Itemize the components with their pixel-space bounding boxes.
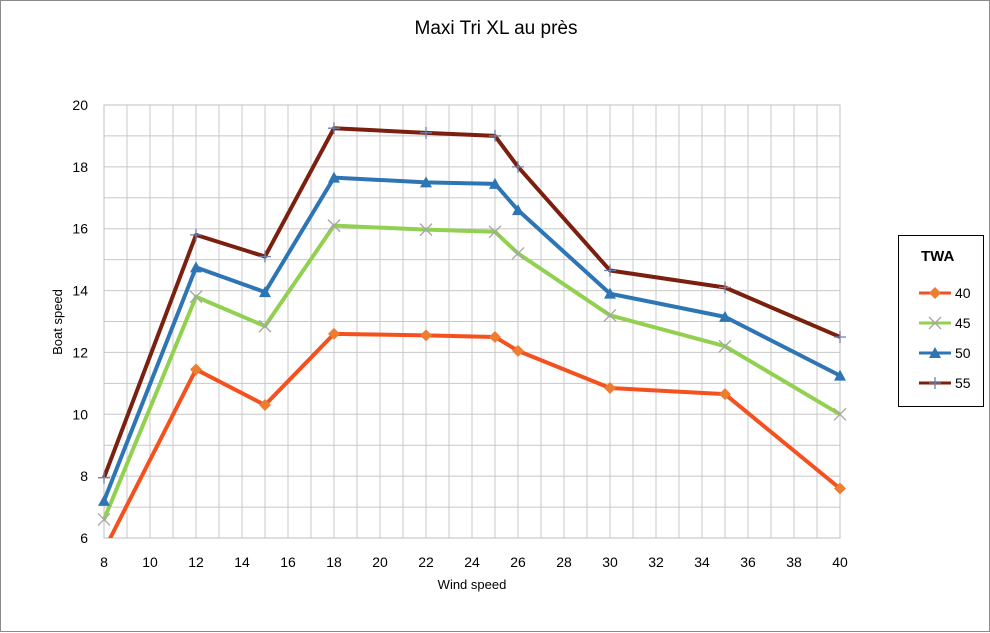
y-tick-label: 10: [72, 406, 88, 422]
data-point: [328, 171, 340, 183]
data-point: [489, 177, 501, 189]
data-point: [512, 160, 524, 173]
chart-title: Maxi Tri XL au près: [415, 18, 578, 39]
data-point: [604, 381, 616, 394]
series-45: [97, 219, 847, 526]
data-point: [419, 223, 433, 237]
legend-swatch-diamond-icon: [919, 287, 951, 299]
data-point: [719, 281, 731, 294]
legend-swatch-plus-icon: [919, 377, 951, 389]
series-line: [102, 223, 842, 521]
data-point: [258, 319, 272, 333]
series-40: [108, 327, 846, 538]
data-point: [420, 176, 432, 188]
legend-label: 50: [955, 345, 971, 361]
legend-swatch-triangle-icon: [919, 347, 951, 358]
x-tick-label: 18: [326, 554, 342, 570]
legend: TWA 40 45 50: [898, 235, 984, 407]
x-tick-label: 34: [694, 554, 710, 570]
x-tick-label: 20: [372, 554, 388, 570]
x-tick-label: 24: [464, 554, 480, 570]
y-tick-label: 12: [72, 344, 88, 360]
data-point: [834, 369, 846, 381]
y-tick-label: 14: [72, 283, 88, 299]
x-tick-labels: 8 10 12 14 16 18 20 22 24 26 28 30 32 34 36 38 40: [100, 554, 848, 570]
data-point: [98, 494, 110, 506]
x-tick-label: 40: [832, 554, 848, 570]
x-tick-label: 38: [786, 554, 802, 570]
data-point: [489, 129, 501, 142]
legend-label: 40: [955, 285, 971, 301]
data-point: [327, 219, 341, 233]
legend-item-40: 40: [917, 284, 981, 302]
data-point: [190, 363, 202, 376]
x-tick-label: 32: [648, 554, 664, 570]
data-point: [190, 228, 202, 241]
x-axis-label: Wind speed: [438, 577, 507, 592]
x-tick-label: 26: [510, 554, 526, 570]
x-tick-label: 30: [602, 554, 618, 570]
data-point: [98, 471, 110, 484]
data-point: [833, 407, 847, 421]
series-group: [97, 122, 847, 538]
legend-item-45: 45: [917, 314, 981, 332]
data-point: [719, 310, 731, 322]
plot-area: [103, 104, 841, 539]
series-line: [108, 331, 842, 538]
y-tick-label: 16: [72, 221, 88, 237]
data-point: [604, 264, 616, 277]
data-point: [512, 204, 524, 216]
legend-label: 55: [955, 375, 971, 391]
data-point: [190, 261, 202, 273]
data-point: [834, 482, 846, 495]
y-axis-label: Boat speed: [50, 289, 65, 355]
series-line: [102, 126, 841, 479]
data-point: [259, 250, 271, 263]
x-tick-label: 16: [280, 554, 296, 570]
data-point: [512, 344, 524, 357]
legend-swatch-x-icon: [919, 316, 951, 330]
series-line: [102, 175, 841, 502]
x-tick-label: 28: [556, 554, 572, 570]
y-tick-label: 18: [72, 159, 88, 175]
series-55: [98, 122, 846, 484]
x-tick-label: 8: [100, 554, 108, 570]
x-tick-label: 22: [418, 554, 434, 570]
data-point: [420, 329, 432, 342]
y-tick-label: 8: [80, 468, 88, 484]
data-point: [420, 126, 432, 139]
y-tick-labels: 6 8 10 12 14 16 18 20: [72, 97, 88, 546]
legend-title: TWA: [921, 248, 955, 265]
data-point: [328, 327, 340, 340]
y-tick-label: 20: [72, 97, 88, 113]
data-point: [834, 330, 846, 343]
data-point: [189, 290, 203, 304]
data-point: [488, 225, 502, 239]
series-50: [98, 171, 846, 506]
data-point: [489, 330, 501, 343]
data-point: [97, 512, 111, 526]
y-tick-label: 6: [80, 530, 88, 546]
x-tick-label: 12: [188, 554, 204, 570]
data-point: [259, 286, 271, 298]
data-point: [328, 122, 340, 135]
data-point: [604, 287, 616, 299]
data-point: [718, 339, 732, 353]
x-tick-label: 10: [142, 554, 158, 570]
legend-label: 45: [955, 315, 971, 331]
legend-item-50: 50: [917, 344, 981, 362]
legend-item-55: 55: [917, 374, 981, 392]
data-point: [603, 308, 617, 322]
data-point: [511, 246, 525, 260]
x-tick-label: 36: [740, 554, 756, 570]
x-tick-label: 14: [234, 554, 250, 570]
data-point: [259, 399, 271, 412]
data-point: [719, 388, 731, 401]
